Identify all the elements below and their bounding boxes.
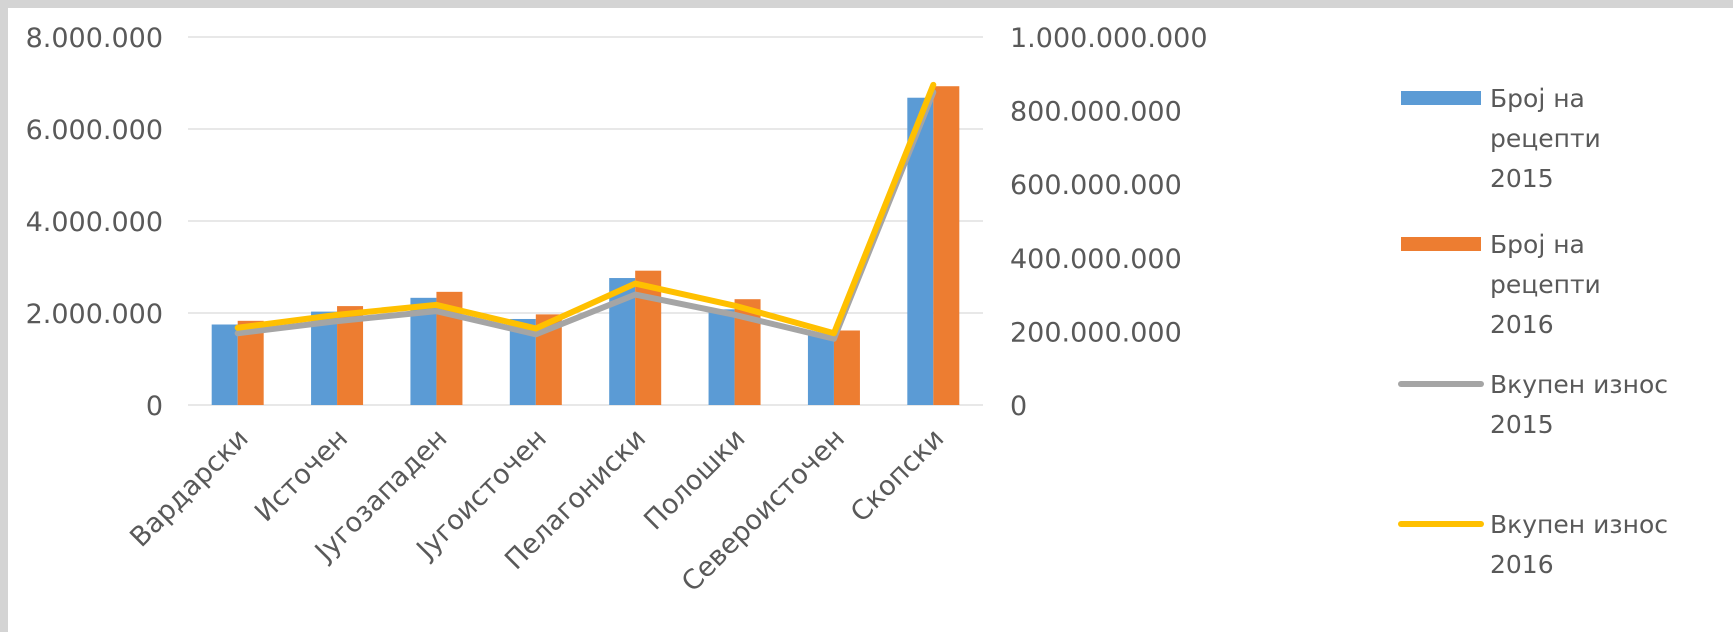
- right-tick-label: 200.000.000: [1010, 317, 1182, 348]
- category-labels: ВардарскиИсточенЈугозападенЈугоисточенПе…: [124, 423, 950, 598]
- combo-chart: 0 2.000.000 4.000.000 6.000.000 8.000.000 0 2…: [26, 23, 1668, 598]
- right-tick-label: 400.000.000: [1010, 244, 1182, 275]
- bars: [211, 86, 960, 405]
- left-axis-labels: 0 2.000.000 4.000.000 6.000.000 8.000.000: [26, 23, 163, 422]
- left-tick-label: 6.000.000: [26, 115, 163, 146]
- chart-frame: 0 2.000.000 4.000.000 6.000.000 8.000.000 0 2…: [8, 8, 1733, 632]
- bar-1: [311, 311, 338, 405]
- category-label: Скопски: [845, 423, 950, 528]
- left-tick-label: 4.000.000: [26, 207, 163, 238]
- left-tick-label: 2.000.000: [26, 299, 163, 330]
- legend-swatch-1: [1401, 91, 1481, 105]
- right-tick-label: 1.000.000.000: [1010, 23, 1208, 54]
- line-series-2: [234, 81, 937, 337]
- legend-label: рецепти: [1490, 270, 1601, 299]
- legend-label: Број на: [1490, 84, 1585, 113]
- left-tick-label: 8.000.000: [26, 23, 163, 54]
- legend-label: Број на: [1490, 230, 1585, 259]
- bar-1: [211, 324, 238, 405]
- right-axis-labels: 0 200.000.000 400.000.000 600.000.000 800.00…: [1010, 23, 1208, 422]
- right-tick-label: 800.000.000: [1010, 97, 1182, 128]
- bar-1: [807, 335, 834, 405]
- legend-label: 2016: [1490, 310, 1554, 339]
- right-tick-label: 600.000.000: [1010, 170, 1182, 201]
- legend-label: Вкупен износ: [1490, 370, 1668, 399]
- gridlines: [188, 36, 983, 406]
- right-tick-label: 0: [1010, 391, 1027, 422]
- legend-label: 2016: [1490, 550, 1554, 579]
- legend: Број на рецепти 2015 Број на рецепти 2016 Вкуп…: [1398, 84, 1668, 579]
- line-series-1: [234, 89, 937, 342]
- category-label: Источен: [249, 423, 354, 528]
- bar-2: [933, 86, 960, 405]
- legend-label: рецепти: [1490, 124, 1601, 153]
- legend-label: Вкупен износ: [1490, 510, 1668, 539]
- legend-label: 2015: [1490, 410, 1554, 439]
- bar-1: [708, 309, 735, 405]
- category-label: Вардарски: [124, 423, 254, 553]
- bar-2: [833, 330, 860, 405]
- legend-label: 2015: [1490, 164, 1554, 193]
- legend-swatch-2: [1401, 237, 1481, 251]
- left-tick-label: 0: [146, 391, 163, 422]
- lines: [234, 81, 937, 342]
